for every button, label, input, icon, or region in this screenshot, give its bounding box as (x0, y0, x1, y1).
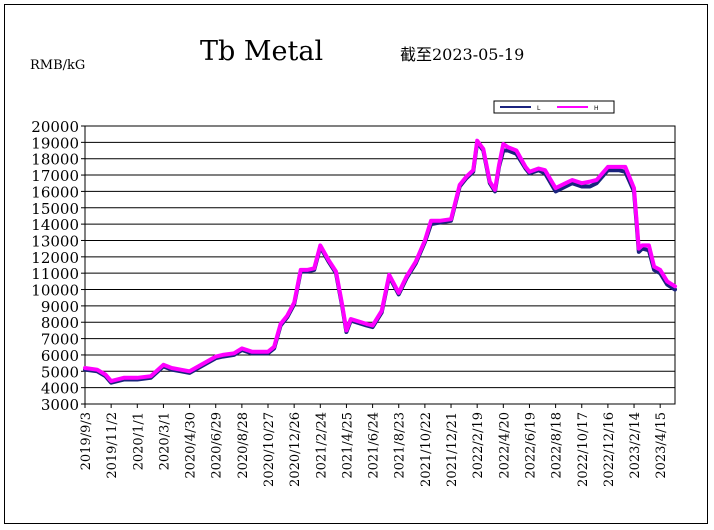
x-tick-label: 2022/8/18 (550, 412, 565, 479)
y-tick-label: 19000 (31, 134, 79, 152)
x-tick-label: 2023/2/14 (628, 412, 643, 479)
series-line-l (83, 140, 677, 385)
x-tick-label: 2022/4/20 (497, 412, 512, 479)
plot-area-border (84, 125, 676, 405)
x-tick-label: 2019/11/2 (105, 412, 120, 479)
gridlines (85, 141, 675, 389)
x-tick-label: 2022/2/19 (471, 412, 486, 479)
y-tick-label: 8000 (41, 314, 79, 332)
x-tick-label: 2021/4/25 (340, 412, 355, 479)
x-tick-label: 2021/2/24 (314, 412, 329, 479)
y-tick-label: 14000 (31, 216, 79, 234)
y-tick-label: 4000 (41, 380, 79, 398)
chart-title: Tb Metal (200, 36, 323, 67)
y-tick-label: 16000 (31, 183, 79, 201)
y-tick-label: 9000 (41, 298, 79, 316)
y-tick-label: 13000 (31, 232, 79, 250)
x-tick-label: 2022/6/19 (523, 412, 538, 479)
y-tick-label: 10000 (31, 282, 79, 300)
legend-label-l: L (537, 105, 541, 112)
x-axis-ticks: 2019/9/3 2019/11/2 2020/1/1 2020/3/1 2020/4/… (79, 404, 669, 487)
y-tick-label: 11000 (31, 265, 79, 283)
y-tick-label: 17000 (31, 167, 79, 185)
legend-box (493, 100, 615, 114)
x-tick-label: 2021/6/24 (367, 412, 382, 479)
y-tick-label: 6000 (41, 347, 79, 365)
x-tick-label: 2020/4/30 (184, 412, 199, 479)
series-line-h (83, 138, 677, 384)
y-tick-label: 12000 (31, 249, 79, 267)
x-tick-label: 2020/6/29 (210, 412, 225, 479)
x-tick-label: 2020/1/1 (131, 412, 146, 470)
line-chart: 3000400050006000700080009000100001100012… (30, 36, 677, 487)
x-tick-label: 2020/3/1 (157, 412, 172, 470)
x-tick-label: 2021/10/22 (419, 412, 434, 487)
x-tick-label: 2020/8/28 (236, 412, 251, 479)
legend: L H (493, 100, 615, 114)
y-tick-label: 5000 (41, 363, 79, 381)
y-axis-label: RMB/kG (30, 58, 85, 73)
y-axis-ticks: 3000400050006000700080009000100001100012… (31, 118, 85, 414)
y-tick-label: 7000 (41, 331, 79, 349)
x-tick-label: 2021/8/23 (393, 412, 408, 479)
chart-frame: 3000 4000 5000 6000 7000 8000 9000 10000 11000 12… (4, 4, 708, 524)
x-tick-label: 2023/4/15 (654, 412, 669, 479)
y-tick-label: 20000 (31, 118, 79, 136)
x-tick-label: 2020/12/26 (288, 412, 303, 487)
x-tick-label: 2022/10/17 (576, 412, 591, 487)
x-tick-label: 2020/10/27 (262, 412, 277, 487)
y-tick-label: 18000 (31, 151, 79, 169)
chart-subtitle: 截至2023-05-19 (400, 45, 524, 64)
series-lines (83, 138, 677, 385)
x-tick-label: 2019/9/3 (79, 412, 94, 470)
y-tick-label: 15000 (31, 200, 79, 218)
y-tick-label: 3000 (41, 396, 79, 414)
x-tick-label: 2022/12/16 (602, 412, 617, 487)
x-tick-label: 2021/12/21 (445, 412, 460, 487)
legend-label-h: H (594, 105, 599, 112)
